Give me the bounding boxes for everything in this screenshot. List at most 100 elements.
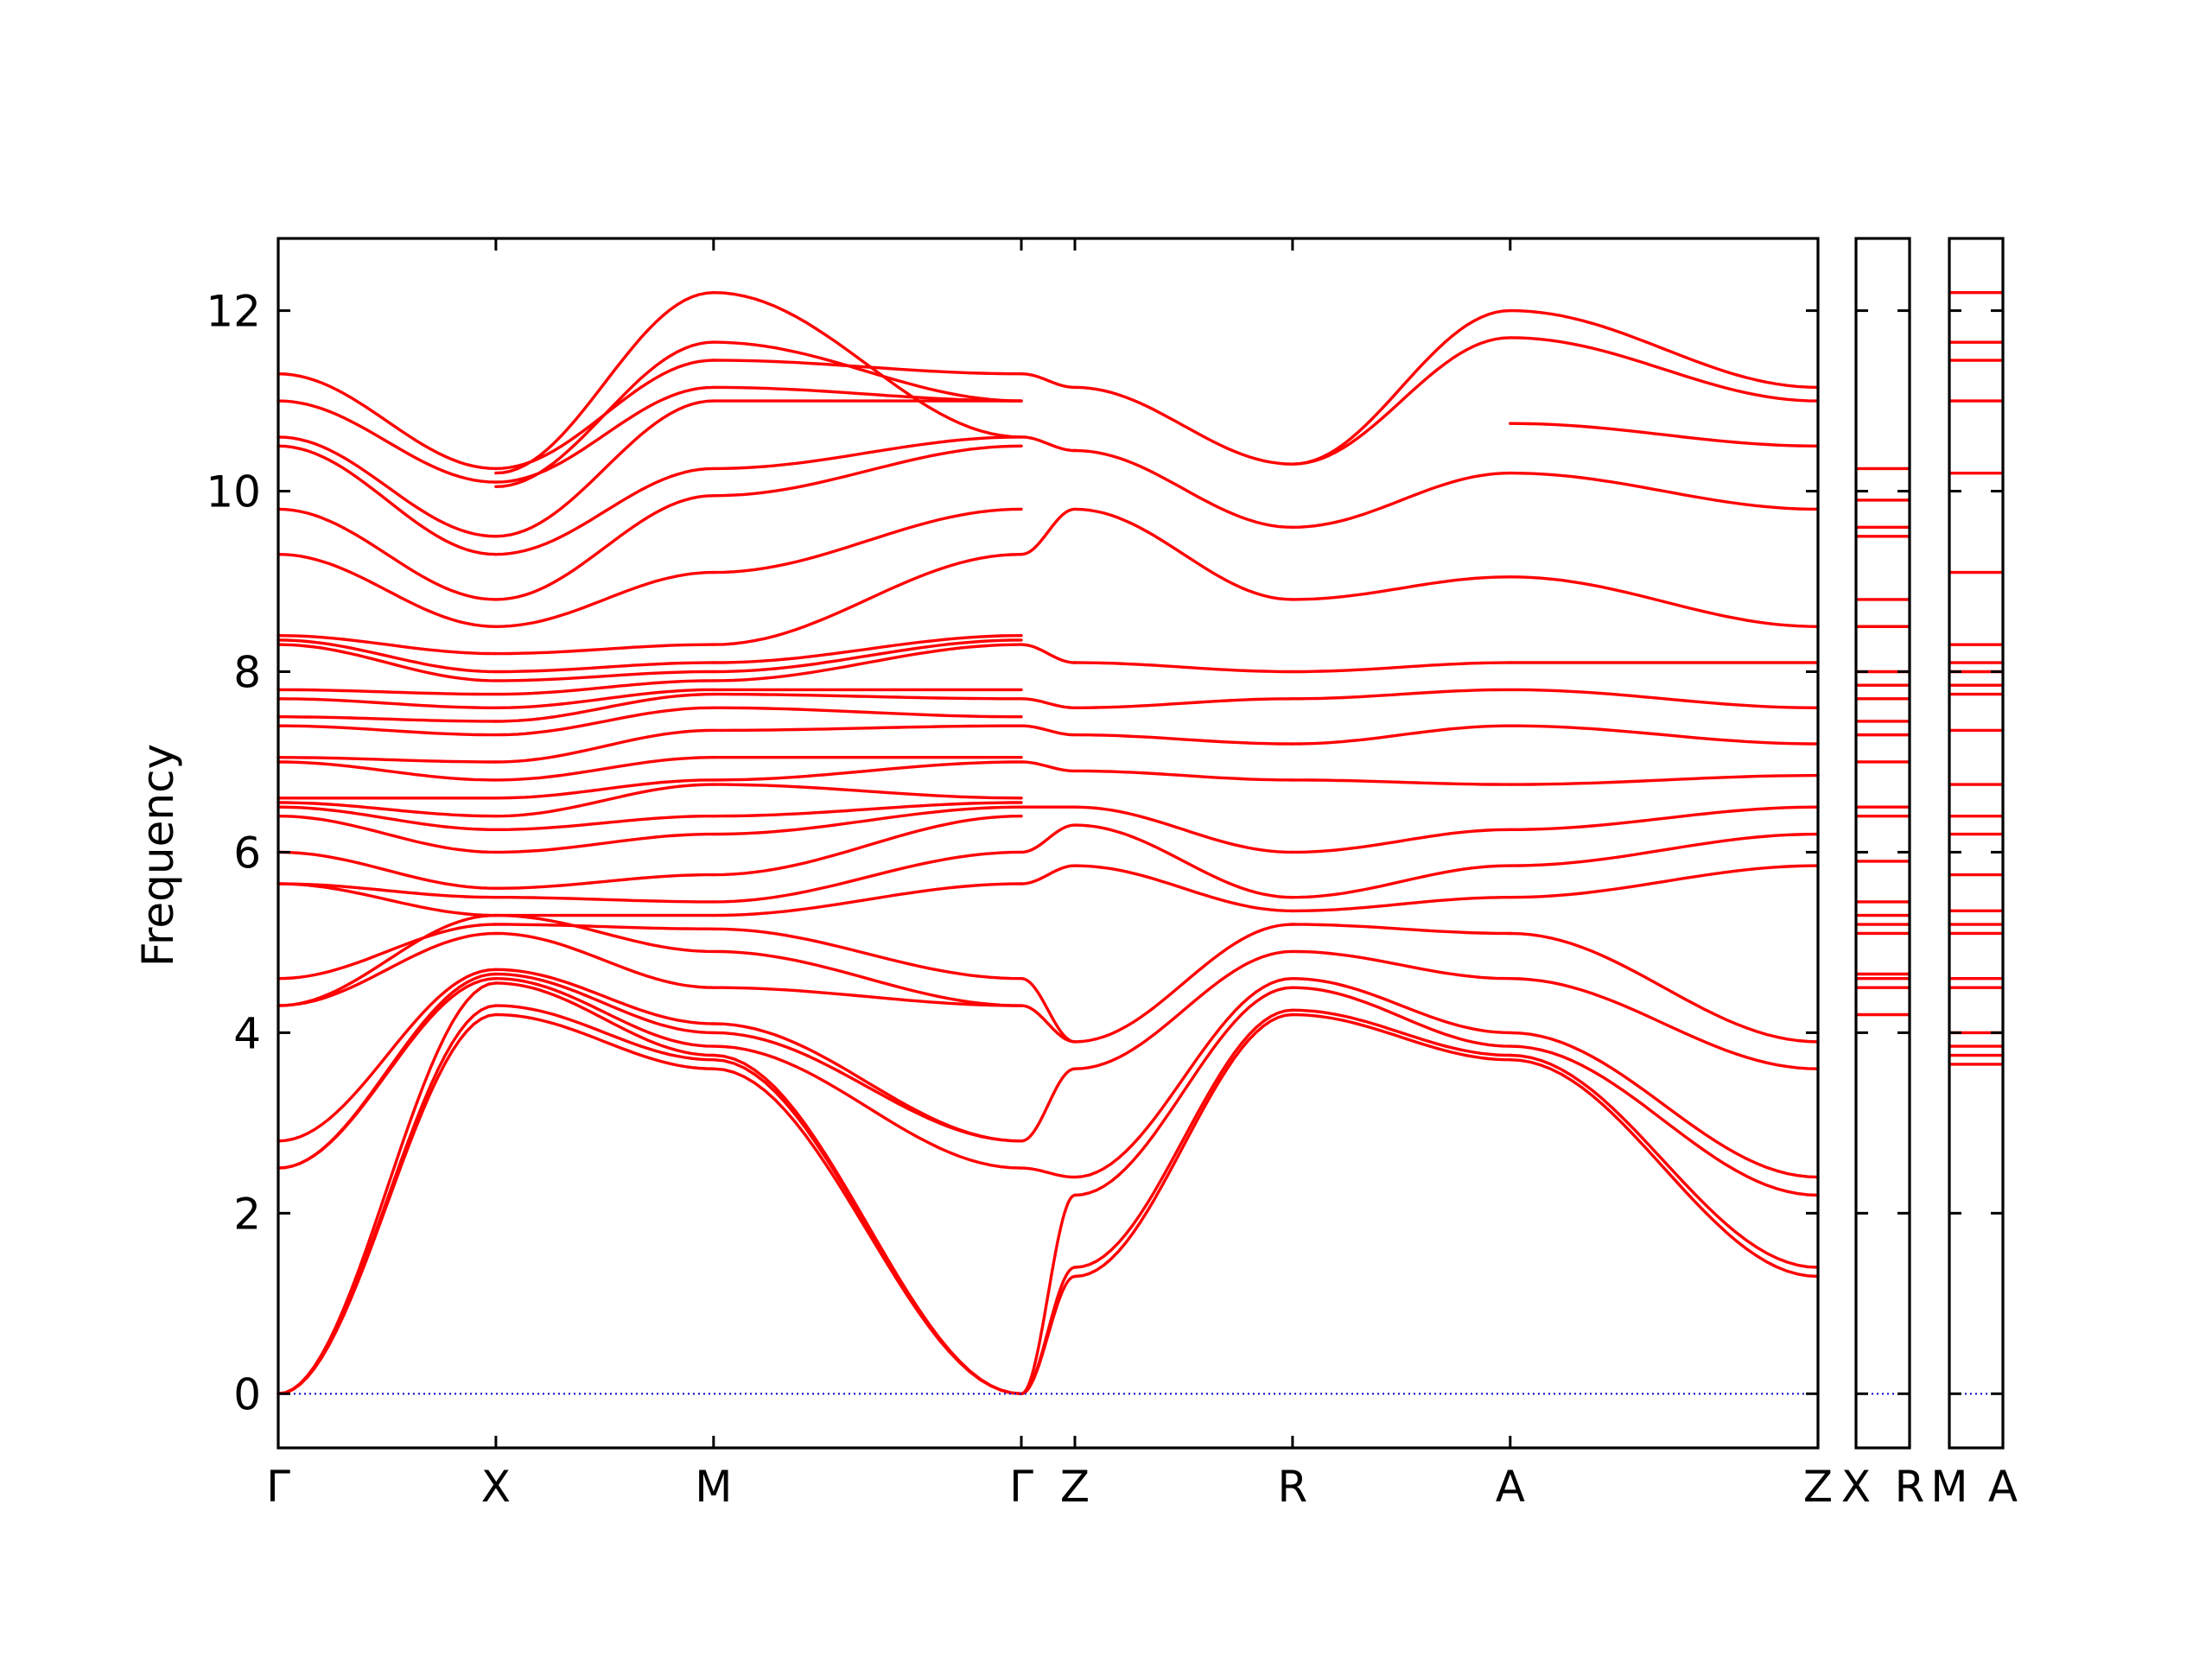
band-line [712, 291, 1023, 439]
band-line [712, 805, 1023, 836]
band-line [1291, 864, 1512, 899]
band-line [494, 494, 715, 601]
band-line [276, 507, 498, 601]
bands-layer [276, 290, 2003, 1395]
band-line [1073, 986, 1294, 1197]
axes-frame [1854, 237, 1911, 1450]
band-line [494, 756, 715, 782]
band-line [712, 553, 1023, 646]
band-line [494, 688, 715, 709]
band-line [494, 923, 715, 930]
band-line [276, 931, 498, 1007]
band-line [276, 882, 498, 917]
band-line [1073, 385, 1294, 466]
band-line [494, 706, 715, 737]
band-line [712, 1053, 1023, 1395]
band-line [1291, 923, 1512, 936]
band-line [494, 728, 715, 764]
x-tick-label: Z [1060, 1462, 1090, 1512]
band-line [1073, 448, 1294, 529]
band-line [1291, 828, 1512, 854]
axes-frames-layer [276, 237, 2005, 1450]
band-line [1020, 435, 1077, 453]
band-line [1509, 688, 1820, 709]
band-line [276, 697, 498, 709]
band-line [712, 949, 1023, 1007]
band-line [1509, 977, 1820, 1070]
band-line [1291, 949, 1512, 981]
band-line [1020, 697, 1077, 709]
band-line [1509, 308, 1820, 390]
band-line [494, 467, 715, 556]
band-line [1020, 724, 1077, 737]
band-line [1509, 471, 1820, 511]
band-line [494, 972, 715, 1035]
band-line [494, 981, 715, 1057]
band-line [1020, 372, 1077, 390]
band-line [494, 679, 715, 696]
band-line [1291, 778, 1512, 786]
y-tick-label: 4 [233, 1008, 261, 1058]
band-line [1291, 1008, 1512, 1057]
y-tick-label: 0 [233, 1369, 261, 1419]
band-line [1073, 733, 1294, 746]
band-line [494, 399, 715, 538]
band-line [494, 661, 715, 674]
band-line [494, 1012, 715, 1070]
band-line [276, 850, 498, 890]
band-line [494, 1004, 715, 1062]
band-line [1020, 643, 1077, 664]
band-line [276, 805, 498, 831]
band-line [276, 801, 498, 818]
band-line [712, 385, 1023, 403]
band-line [1291, 471, 1512, 529]
band-line [1291, 724, 1512, 746]
band-line [1073, 949, 1294, 1070]
x-tick-label: M [1930, 1462, 1967, 1512]
band-line [712, 783, 1023, 800]
x-tick-label: A [1988, 1462, 2018, 1512]
band-line [1291, 986, 1512, 1048]
band-line [494, 692, 715, 723]
ticks-layer [276, 238, 2005, 1448]
band-line [1020, 1166, 1077, 1179]
band-line [712, 927, 1023, 981]
band-line [1291, 336, 1512, 466]
band-line [1291, 575, 1512, 601]
band-line [712, 1022, 1023, 1143]
band-line [276, 913, 498, 1007]
band-line [276, 444, 498, 556]
band-line [1509, 1058, 1820, 1279]
band-line [276, 435, 498, 538]
band-line [1509, 773, 1820, 786]
band-line [712, 1067, 1023, 1395]
band-line [276, 399, 498, 484]
band-line [1509, 931, 1820, 1044]
x-tick-label: Γ [1009, 1462, 1033, 1512]
band-line [276, 715, 498, 723]
band-line [276, 815, 498, 854]
x-tick-label: X [481, 1462, 511, 1512]
band-line [1291, 977, 1512, 1035]
band-line [1020, 1067, 1077, 1143]
band-line [1509, 1053, 1820, 1269]
band-line [276, 968, 498, 1143]
band-line [712, 435, 1023, 471]
band-line [1509, 336, 1820, 403]
band-line [1073, 1012, 1294, 1279]
band-line [1073, 923, 1294, 1044]
band-line [494, 783, 715, 818]
y-tick-label: 6 [233, 828, 261, 878]
band-line [276, 688, 498, 696]
band-line [276, 372, 498, 471]
y-tick-label: 2 [233, 1189, 261, 1239]
band-line [276, 634, 498, 656]
band-line [1291, 688, 1512, 701]
band-line [494, 931, 715, 989]
band-line [1020, 1266, 1077, 1395]
band-line [1291, 1012, 1512, 1062]
band-line [712, 634, 1023, 664]
band-line [276, 553, 498, 628]
